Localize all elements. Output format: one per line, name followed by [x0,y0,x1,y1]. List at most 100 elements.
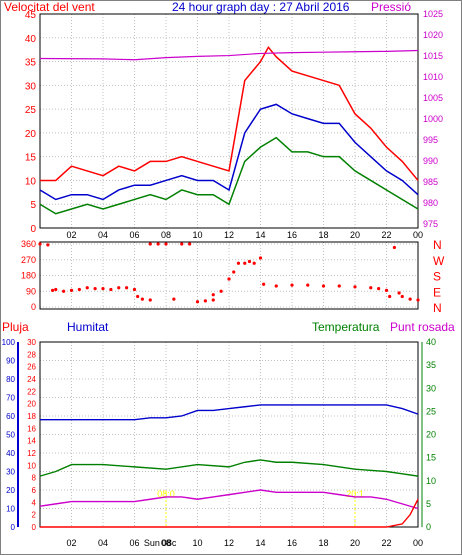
humidity-label: Humitat [67,320,109,334]
pressure-tick-label: 995 [423,135,438,145]
rain-tick-label: 14 [27,437,36,446]
pressure-tick-label: 975 [423,219,438,229]
temperature-tick-label: 0 [426,522,431,532]
x-tick-label: 18 [318,230,328,240]
wind-x-axis: 02 04 06 08 10 12 14 16 18 20 22 00 [66,230,423,240]
x-tick-label: 22 [381,538,391,548]
direction-point [290,283,294,287]
direction-point [148,298,152,302]
direction-point [400,294,404,299]
direction-point [397,291,401,295]
direction-point [262,282,266,286]
direction-point [180,242,184,246]
direction-tick-label: 90 [26,286,36,296]
direction-point [252,261,256,265]
x-tick-label: 20 [350,538,360,548]
direction-point [203,299,207,303]
compass-label: S [433,270,441,284]
temperature-tick-label: 5 [426,499,431,509]
direction-point [132,287,137,292]
direction-tick-label: 360 [21,239,36,249]
direction-point [164,242,168,246]
humidity-tick-label: 80 [6,375,15,384]
direction-point [156,242,160,246]
rain-tick-label: 12 [27,449,36,458]
y-tick-label: 20 [25,129,37,140]
direction-point [148,242,152,246]
rain-line [40,498,419,528]
x-tick-label: 16 [287,230,297,240]
pressure-line [39,49,419,61]
direction-point [46,243,50,247]
pressure-tick-label: 990 [423,156,438,166]
wind-y-axis: 0 5 10 15 20 25 30 35 40 45 [25,10,37,235]
sun-time-label: 20:1 [346,489,364,499]
graph-title: 24 hour graph day : 27 Abril 2016 [172,0,350,14]
direction-point [377,287,381,291]
sunrise-day-label: Sun [144,538,160,548]
direction-point [101,287,105,291]
direction-point [109,287,113,292]
rain-tick-label: 0 [32,523,37,532]
x-tick-label: 18 [318,538,328,548]
y-tick-label: 15 [25,153,37,164]
pressure-tick-label: 1010 [423,72,443,82]
x-tick-label: 14 [255,538,265,548]
humidity-tick-label: 20 [6,486,15,495]
y-tick-label: 30 [25,81,37,92]
wind-speed-label: Velocitat del vent [4,0,95,14]
direction-point [69,288,74,292]
wind-low-line [39,136,419,215]
dewpoint-line [39,489,419,510]
direction-point [227,277,231,281]
direction-point [125,286,129,290]
rain-tick-label: 30 [27,338,36,347]
y-tick-label: 5 [30,200,36,211]
x-tick-label: 14 [255,230,265,240]
wind-grid [40,13,419,229]
rain-tick-label: 6 [32,486,37,495]
humidity-tick-label: 70 [6,394,15,403]
sun-markers: 08:0 20:1 [157,489,364,527]
rain-tick-label: 8 [32,474,37,483]
direction-point [321,284,326,288]
rain-tick-label: 18 [27,412,36,421]
direction-point [236,261,241,265]
humidity-y-axis: 0 10 20 30 40 50 60 70 80 90 100 [2,338,19,532]
sunrise-hour-label: 08c [162,538,177,548]
rain-tick-label: 2 [32,511,37,520]
x-tick-label: 04 [98,230,108,240]
wind-series [39,45,419,215]
compass-label: N [433,301,442,315]
direction-point [38,242,42,246]
direction-point [211,298,215,302]
rain-tick-label: 20 [27,400,36,409]
direction-point [306,283,310,287]
direction-point [136,294,140,299]
x-tick-label: 12 [224,538,234,548]
temperature-line [39,459,419,477]
pressure-y-axis: 975 980 985 990 995 1000 1005 1010 1015 1020 1025 [423,9,443,229]
temperature-tick-label: 35 [426,360,436,370]
rain-tick-label: 24 [27,375,36,384]
direction-point [243,261,247,265]
pressure-tick-label: 1015 [423,51,443,61]
direction-point [369,286,373,290]
pressure-tick-label: 980 [423,198,438,208]
direction-point [117,286,121,290]
direction-point [337,284,341,288]
x-tick-label: 08 [161,230,171,240]
rain-tick-label: 4 [32,498,37,507]
direction-point [353,285,357,289]
pressure-label: Pressió [371,0,411,14]
direction-point [258,256,263,260]
temperature-tick-label: 20 [426,430,436,440]
direction-point [54,287,58,292]
direction-point [408,297,412,301]
x-tick-label: 04 [98,538,108,548]
rain-tick-label: 26 [27,363,36,372]
